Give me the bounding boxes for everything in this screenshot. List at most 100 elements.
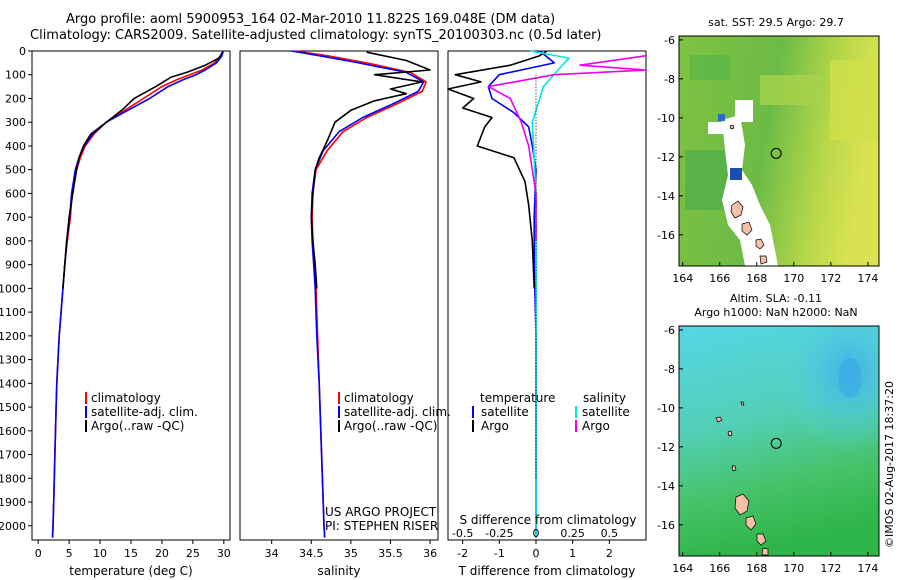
sst-cool-pixel	[718, 114, 725, 121]
sst-cloud-mask	[735, 100, 753, 122]
depth-tick-label: 1500	[0, 401, 26, 414]
depth-tick-label: 400	[5, 140, 26, 153]
legend-argo-label: Argo(..raw -QC)	[344, 419, 437, 433]
figure-title-line2: Climatology: CARS2009. Satellite-adjuste…	[30, 28, 602, 43]
lon-tick-label: 174	[857, 562, 878, 575]
depth-tick-label: 200	[5, 92, 26, 105]
x-tick-label: 0	[533, 547, 540, 560]
lon-tick-label: 164	[672, 272, 693, 285]
x-tick-label: 35	[344, 547, 358, 560]
difference-panel-frame	[447, 50, 647, 541]
difference-axis-label: T difference from climatology	[458, 564, 636, 578]
lat-tick-label: -10	[657, 112, 675, 125]
lat-tick-label: -6	[664, 324, 675, 337]
depth-tick-label: 1600	[0, 425, 26, 438]
lon-tick-label: 164	[672, 562, 693, 575]
x-tick-label: 34	[265, 547, 279, 560]
depth-tick-label: 900	[5, 259, 26, 272]
depth-axis: 0 100 200 300 400 500 600 700 800 900 1000 1100 1200…	[0, 45, 32, 533]
sst-map	[678, 35, 880, 267]
depth-tick-label: 1200	[0, 330, 26, 343]
salinity-plot: 34 34.5 35 35.5 36	[265, 50, 437, 560]
depth-tick-label: 300	[5, 116, 26, 129]
sst-map-axes: 164 166 168 170 172 174 -6 -8 -10 -12 -14 -16	[657, 34, 878, 285]
x-tick-label: -2	[457, 547, 468, 560]
depth-tick-label: 1900	[0, 496, 26, 509]
x-tick-label: 15	[124, 547, 138, 560]
sla-map-title: Altim. SLA: -0.11	[730, 292, 822, 305]
x-tick-label: 30	[217, 547, 231, 560]
legend-s-satellite-label: satellite	[582, 405, 630, 419]
sst-cloud-mask	[722, 115, 778, 266]
island-outline	[755, 238, 765, 250]
legend-t-argo-label: Argo	[481, 419, 509, 433]
depth-tick-label: 1000	[0, 282, 26, 295]
x-tick-label: 5	[66, 547, 73, 560]
island-outline	[727, 430, 733, 437]
x-tick-label: 35.5	[378, 547, 403, 560]
series-line-climatology	[51, 50, 224, 538]
island-outline	[729, 124, 735, 130]
lat-tick-label: -12	[657, 151, 675, 164]
salinity-panel-frame	[239, 50, 439, 541]
top-tick-label: 0.25	[560, 527, 585, 540]
sla-map-frame	[678, 325, 880, 557]
argo-position-marker	[770, 147, 782, 159]
island-outline	[740, 401, 745, 406]
sst-warm-patch	[830, 60, 879, 140]
island-outline	[730, 200, 744, 219]
temperature-plot: 0 5 10 15 20 25 30	[35, 50, 231, 560]
legend-climatology-label: climatology	[344, 391, 414, 405]
x-tick-label: 1	[569, 547, 576, 560]
lon-tick-label: 174	[857, 272, 878, 285]
x-tick-label: 2	[606, 547, 613, 560]
x-tick-label: 34.5	[299, 547, 324, 560]
legend-s-argo-label: Argo	[582, 419, 610, 433]
lat-tick-label: -8	[664, 73, 675, 86]
salinity-legend: climatology satellite-adj. clim. Argo(..…	[325, 391, 451, 533]
lon-tick-label: 168	[746, 562, 767, 575]
sla-map-subtitle: Argo h1000: NaN h2000: NaN	[694, 306, 857, 319]
sst-map-frame	[678, 35, 880, 267]
legend-temperature-title: temperature	[480, 391, 555, 405]
lon-tick-label: 172	[820, 272, 841, 285]
series-line-satellite-adj-clim-	[51, 50, 224, 538]
x-tick-label: 36	[423, 547, 437, 560]
x-tick-label: -1	[494, 547, 505, 560]
series-line-argo-raw-qc-	[62, 51, 224, 289]
x-tick-label: 0	[35, 547, 42, 560]
series-line-s-argo	[487, 54, 647, 241]
sla-map	[678, 325, 880, 557]
lon-tick-label: 170	[783, 562, 804, 575]
lon-tick-label: 168	[746, 272, 767, 285]
lat-tick-label: -16	[657, 229, 675, 242]
salinity-axis-label: salinity	[317, 564, 360, 578]
imos-timestamp: ©IMOS 02-Aug-2017 18:37:20	[883, 381, 896, 548]
sst-warm-patch	[690, 55, 730, 80]
depth-tick-label: 1300	[0, 354, 26, 367]
difference-legend: temperature salinity satellite Argo sate…	[472, 391, 630, 433]
legend-salinity-title: salinity	[583, 391, 626, 405]
lon-tick-label: 172	[820, 562, 841, 575]
depth-tick-label: 1800	[0, 472, 26, 485]
depth-tick-label: 600	[5, 187, 26, 200]
island-outline	[741, 221, 753, 236]
principal-investigator: PI: STEPHEN RISER	[325, 519, 438, 533]
island-outline	[759, 255, 768, 265]
legend-climatology-label: climatology	[91, 391, 161, 405]
lat-tick-label: -16	[657, 519, 675, 532]
depth-tick-label: 500	[5, 164, 26, 177]
sst-cool-pixel	[730, 168, 742, 180]
lat-tick-label: -8	[664, 363, 675, 376]
x-tick-label: 20	[155, 547, 169, 560]
legend-satellite-label: satellite-adj. clim.	[91, 405, 198, 419]
island-outline	[745, 515, 757, 531]
argo-position-marker	[770, 437, 782, 449]
depth-tick-label: 0	[19, 45, 26, 58]
lat-tick-label: -6	[664, 34, 675, 47]
sla-map-axes: 164 166 168 170 172 174 -6 -8 -10 -12 -14 -16	[657, 324, 878, 575]
legend-satellite-label: satellite-adj. clim.	[344, 405, 451, 419]
difference-top-axis-label: S difference from climatology	[460, 513, 637, 527]
lat-tick-label: -14	[657, 480, 675, 493]
x-tick-label: 10	[93, 547, 107, 560]
